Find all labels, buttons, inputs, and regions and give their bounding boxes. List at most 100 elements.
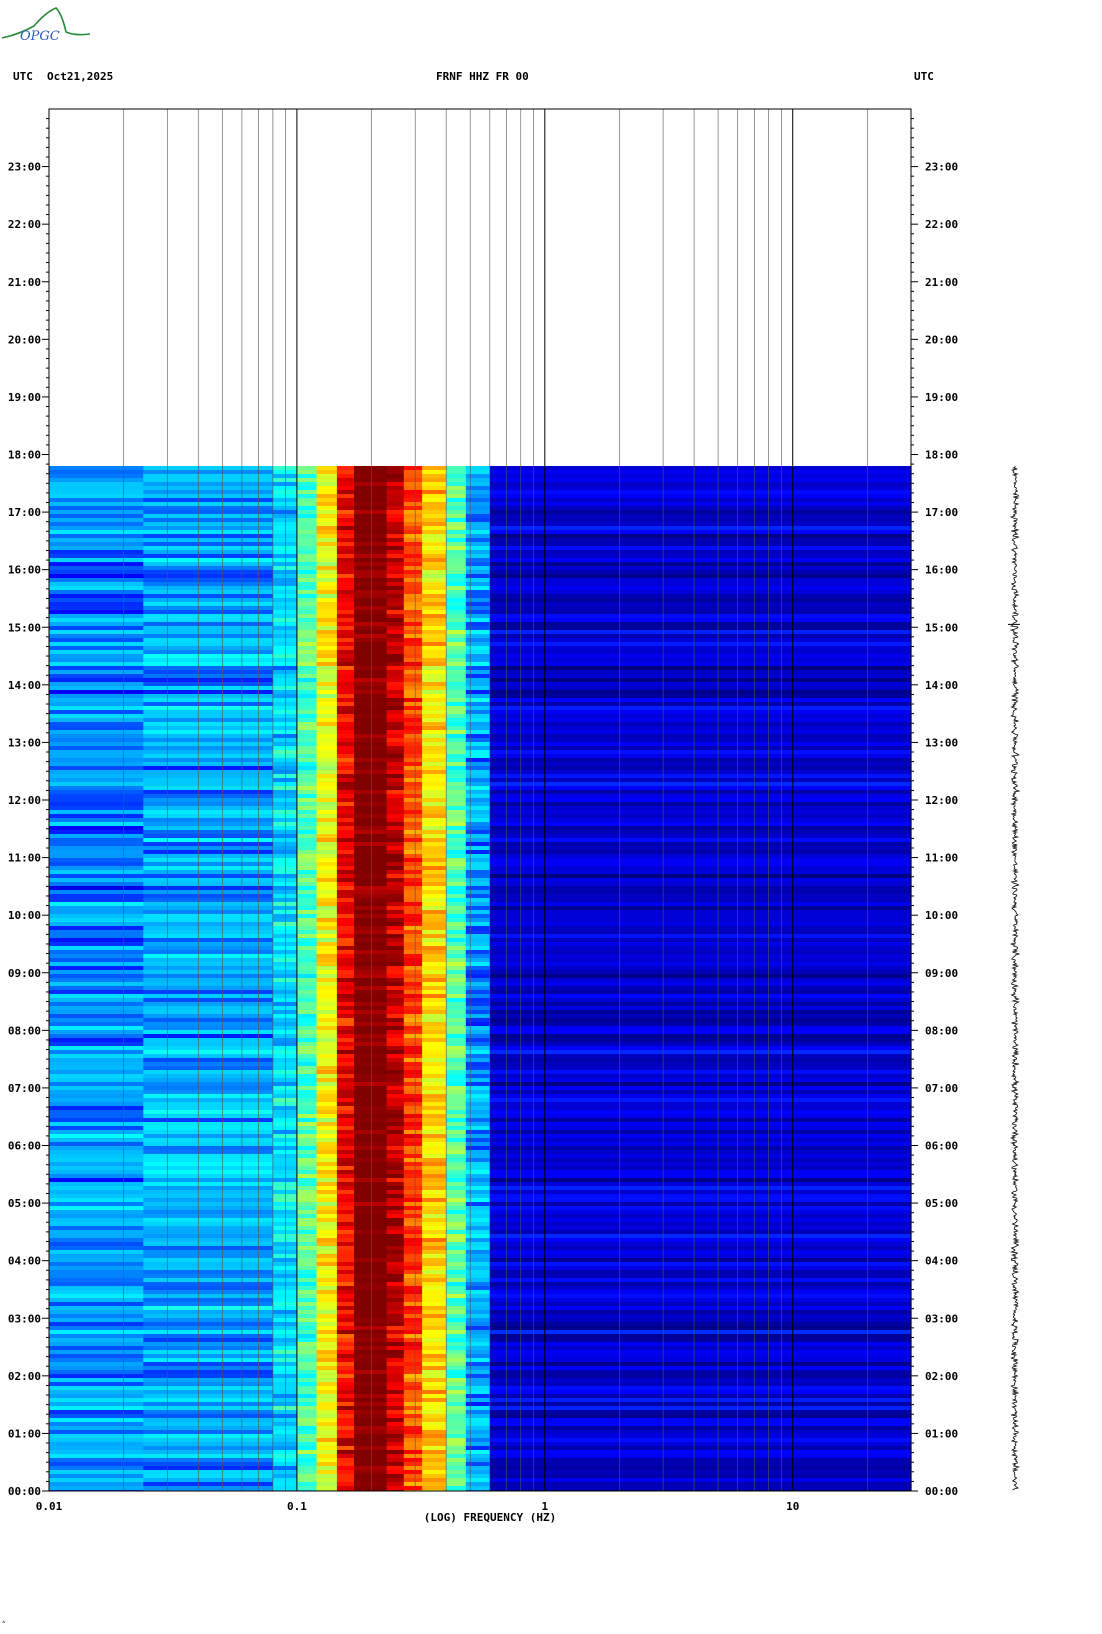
spectrogram-cell [296,930,318,934]
spectrogram-cell [386,586,405,590]
spectrogram-cell [296,758,318,762]
spectrogram-cell [489,1230,912,1234]
spectrogram-cell [143,1446,274,1450]
spectrogram-cell [465,1074,491,1078]
spectrogram-cell [336,1026,355,1030]
spectrogram-cell [403,1350,423,1354]
spectrogram-cell [422,1294,447,1298]
spectrogram-cell [354,1118,388,1122]
y-tick-label-left: 00:00 [8,1485,41,1498]
spectrogram-cell [316,1230,338,1234]
spectrogram-cell [272,790,298,794]
spectrogram-cell [336,934,355,938]
spectrogram-cell [489,1070,912,1074]
spectrogram-cell [296,1362,318,1366]
spectrogram-cell [422,1374,447,1378]
spectrogram-cell [446,970,467,974]
spectrogram-cell [296,978,318,982]
spectrogram-cell [422,722,447,726]
spectrogram-cell [422,558,447,562]
spectrogram-cell [316,1142,338,1146]
spectrogram-cell [296,694,318,698]
spectrogram-cell [465,1106,491,1110]
spectrogram-cell [403,1094,423,1098]
spectrogram-cell [446,1354,467,1358]
spectrogram-cell [403,962,423,966]
spectrogram-cell [446,566,467,570]
spectrogram-cell [272,1406,298,1410]
spectrogram-cell [336,1046,355,1050]
spectrogram-cell [272,1114,298,1118]
spectrogram-cell [296,1454,318,1458]
spectrogram-cell [403,694,423,698]
spectrogram-cell [354,1230,388,1234]
spectrogram-cell [49,1366,144,1370]
spectrogram-cell [422,770,447,774]
spectrogram-cell [354,986,388,990]
spectrogram-cell [446,486,467,490]
spectrogram-cell [422,850,447,854]
spectrogram-cell [354,1046,388,1050]
spectrogram-cell [296,1106,318,1110]
spectrogram-cell [316,950,338,954]
spectrogram-cell [316,622,338,626]
spectrogram-cell [272,718,298,722]
spectrogram-cell [316,582,338,586]
spectrogram-cell [386,1150,405,1154]
spectrogram-cell [336,822,355,826]
spectrogram-cell [143,758,274,762]
spectrogram-cell [336,862,355,866]
spectrogram-cell [336,1390,355,1394]
spectrogram-cell [143,1054,274,1058]
spectrogram-cell [446,614,467,618]
spectrogram-cell [296,1070,318,1074]
spectrogram-cell [446,930,467,934]
spectrogram-cell [272,1206,298,1210]
spectrogram-cell [143,1286,274,1290]
spectrogram-cell [143,1382,274,1386]
spectrogram-cell [316,1034,338,1038]
spectrogram-cell [272,1182,298,1186]
spectrogram-cell [386,674,405,678]
spectrogram-cell [489,726,912,730]
spectrogram-cell [272,1026,298,1030]
spectrogram-cell [272,1266,298,1270]
spectrogram-cell [386,970,405,974]
spectrogram-cell [489,1066,912,1070]
spectrogram-cell [296,1478,318,1482]
spectrogram-cell [143,770,274,774]
spectrogram-cell [446,854,467,858]
y-tick-label-left: 03:00 [8,1312,41,1325]
spectrogram-cell [386,1342,405,1346]
spectrogram-cell [422,1478,447,1482]
spectrogram-cell [386,878,405,882]
spectrogram-cell [49,1186,144,1190]
spectrogram-cell [403,514,423,518]
spectrogram-cell [465,542,491,546]
spectrogram-cell [446,954,467,958]
spectrogram-cell [354,546,388,550]
spectrogram-cell [489,1014,912,1018]
spectrogram-cell [386,942,405,946]
spectrogram-cell [354,642,388,646]
spectrogram-cell [49,1318,144,1322]
spectrogram-cell [386,1402,405,1406]
spectrogram-cell [446,778,467,782]
spectrogram-cell [49,1062,144,1066]
spectrogram-cell [49,1326,144,1330]
spectrogram-cell [386,1374,405,1378]
spectrogram-cell [446,822,467,826]
spectrogram-cell [386,1446,405,1450]
spectrogram-cell [403,602,423,606]
spectrogram-cell [446,762,467,766]
spectrogram-cell [354,1246,388,1250]
spectrogram-cell [296,1094,318,1098]
spectrogram-cell [403,1298,423,1302]
spectrogram-cell [446,1450,467,1454]
spectrogram-cell [403,846,423,850]
spectrogram-cell [489,758,912,762]
spectrogram-cell [465,854,491,858]
spectrogram-cell [296,970,318,974]
spectrogram-cell [403,474,423,478]
spectrogram-cell [354,846,388,850]
